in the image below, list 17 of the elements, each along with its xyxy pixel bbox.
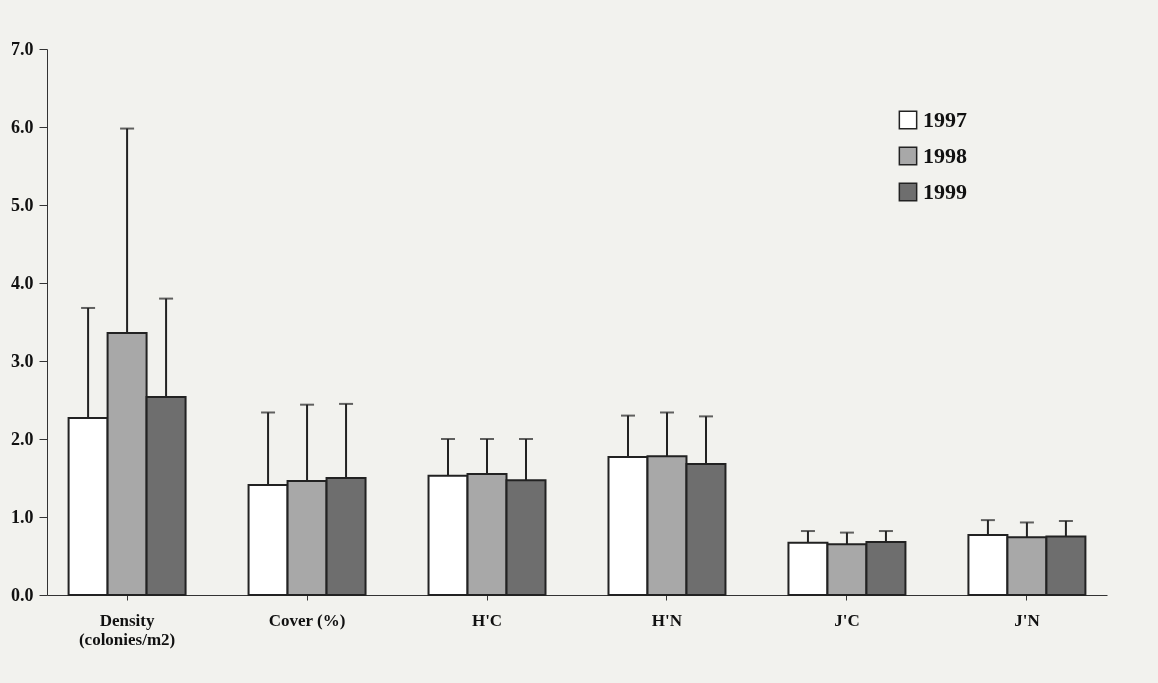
legend-label: 1998 bbox=[923, 143, 967, 168]
x-tick-label: J'C bbox=[834, 610, 860, 630]
y-tick-label: 4.0 bbox=[11, 272, 34, 293]
x-tick-label: J'N bbox=[1014, 610, 1041, 630]
x-tick-label: H'C bbox=[471, 610, 503, 630]
x-tick-label: Density (colonies/m2) bbox=[78, 610, 176, 649]
y-tick-label: 3.0 bbox=[11, 350, 34, 371]
x-tick-label: Cover (%) bbox=[268, 610, 346, 630]
y-tick-label: 6.0 bbox=[11, 116, 34, 137]
y-tick-label: 7.0 bbox=[11, 38, 34, 59]
y-tick-label: 2.0 bbox=[11, 428, 34, 449]
y-tick-label: 0.0 bbox=[11, 584, 34, 605]
legend-label: 1997 bbox=[923, 107, 967, 132]
legend-label: 1999 bbox=[923, 179, 967, 204]
x-tick-label: H'N bbox=[651, 610, 683, 630]
y-tick-label: 1.0 bbox=[11, 506, 34, 527]
y-tick-label: 5.0 bbox=[11, 194, 34, 215]
